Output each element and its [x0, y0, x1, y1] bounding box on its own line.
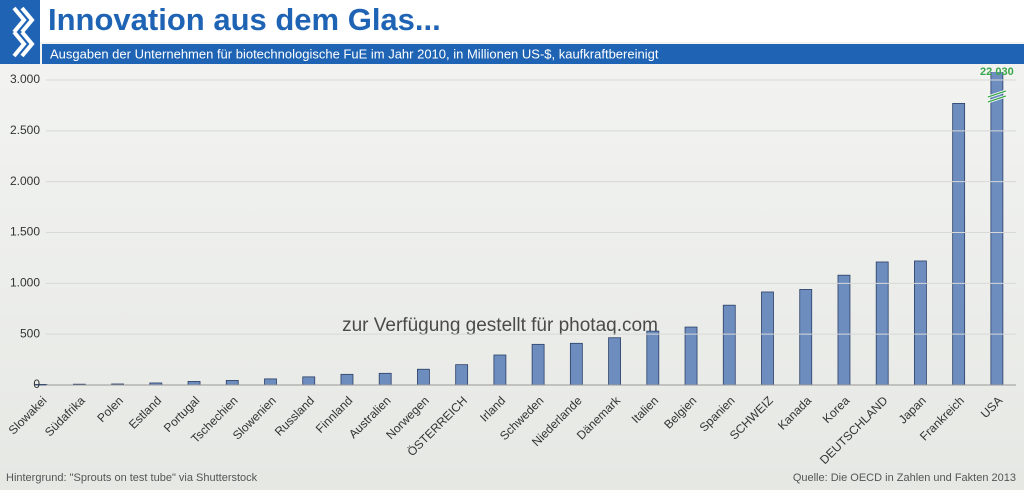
bar: [493, 354, 507, 386]
bar: [608, 337, 621, 386]
bar: [187, 381, 201, 386]
footnote: Hintergrund: "Sprouts on test tube" via …: [6, 472, 258, 484]
chart-subtitle: Ausgaben der Unternehmen für biotechnolo…: [50, 46, 659, 61]
source: Quelle: Die OECD in Zahlen und Fakten 20…: [793, 472, 1016, 484]
bar: [225, 380, 239, 386]
plot: [34, 72, 1007, 386]
axis-break-line: [987, 90, 1007, 103]
bar: [875, 261, 889, 386]
bar: [302, 376, 316, 386]
logo-chevrons: [12, 6, 35, 58]
y-tick-label: 500: [20, 326, 40, 340]
subtitle-bar: [42, 44, 1024, 64]
logo: [0, 0, 40, 64]
y-tick-label: 0: [33, 377, 40, 391]
bar: [914, 260, 927, 386]
y-tick-label: 2.000: [10, 174, 40, 188]
header-bg: [0, 0, 1024, 42]
bar: [761, 291, 774, 386]
bar: [646, 330, 660, 386]
y-tick-label: 1.000: [10, 276, 40, 290]
chart-title: Innovation aus dem Glas...: [48, 2, 441, 37]
bar: [417, 368, 430, 386]
bar: [340, 373, 354, 386]
bar: [455, 364, 469, 386]
bar: [531, 343, 545, 386]
bar: [837, 274, 851, 386]
y-tick-label: 3.000: [10, 72, 40, 86]
watermark: zur Verfügung gestellt für photaq.com: [342, 315, 658, 336]
bar: [722, 304, 736, 386]
bar: [264, 378, 277, 386]
y-tick-label: 1.500: [10, 225, 40, 239]
bar: [378, 372, 392, 386]
bar: [684, 326, 698, 386]
value-label: 22 030: [980, 66, 1014, 78]
bar: [569, 342, 583, 386]
y-tick-label: 2.500: [10, 123, 40, 137]
bar: [799, 289, 813, 386]
bar: [952, 102, 966, 386]
